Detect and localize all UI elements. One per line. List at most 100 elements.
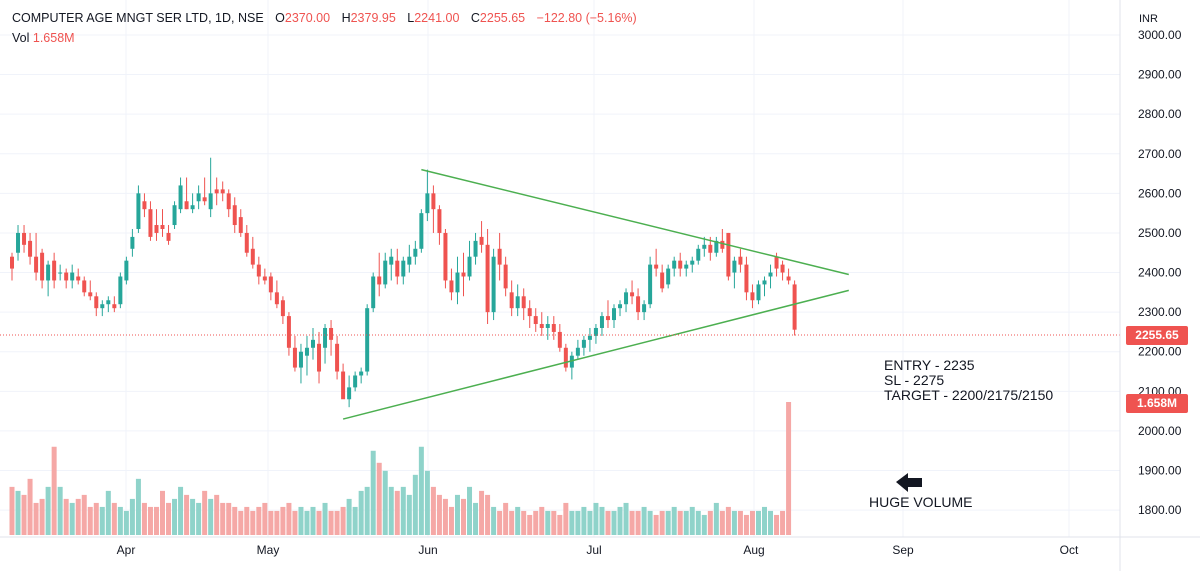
- candle-body: [112, 304, 117, 309]
- trendline[interactable]: [342, 289, 849, 420]
- volume-bar: [695, 510, 701, 535]
- volume-bar: [123, 510, 129, 535]
- candle-body: [118, 276, 123, 305]
- volume-bar: [75, 498, 81, 535]
- open-label: O: [275, 11, 285, 25]
- candle-body: [383, 260, 388, 285]
- volume-bar: [316, 510, 322, 535]
- volume-bar: [220, 502, 226, 535]
- volume-bar: [581, 506, 587, 535]
- candle-body: [323, 327, 328, 348]
- volume-bar: [105, 490, 111, 535]
- vol-label: Vol: [12, 31, 30, 45]
- candle-body: [648, 264, 653, 305]
- candle-body: [142, 201, 147, 210]
- volume-bar: [328, 510, 334, 535]
- open-value: 2370.00: [284, 11, 331, 25]
- candle-body: [268, 276, 273, 293]
- volume-bar: [153, 506, 159, 535]
- trendline[interactable]: [421, 168, 849, 276]
- candle-body: [208, 193, 213, 210]
- candle-body: [178, 185, 183, 210]
- volume-bar: [334, 510, 340, 535]
- candle-body: [539, 324, 544, 328]
- candle-body: [401, 260, 406, 277]
- volume-bar: [93, 502, 99, 535]
- volume-bar: [280, 506, 286, 535]
- candle-body: [359, 371, 364, 376]
- volume-bar: [208, 498, 214, 535]
- candle-body: [491, 256, 496, 313]
- volume-bar: [677, 510, 683, 535]
- candle-body: [46, 264, 51, 281]
- volume-bar: [563, 502, 569, 535]
- candle-body: [497, 248, 502, 265]
- volume-bar: [81, 494, 87, 535]
- volume-bar: [737, 510, 743, 535]
- volume-bar: [196, 502, 202, 535]
- candle-body: [678, 260, 683, 269]
- volume-bar: [461, 498, 466, 535]
- volume-bar: [33, 502, 39, 535]
- candle-body: [437, 209, 442, 233]
- volume-bar: [515, 506, 521, 535]
- volume-bar: [774, 514, 780, 535]
- candle-body: [106, 300, 111, 305]
- candle-body: [479, 236, 484, 245]
- volume-bar: [364, 486, 370, 535]
- candle-body: [455, 272, 460, 293]
- volume-bar: [454, 494, 460, 535]
- candle-body: [521, 296, 526, 309]
- price-tick-label: 2400.00: [1138, 266, 1182, 280]
- candle-body: [413, 248, 418, 257]
- volume-bar: [442, 498, 448, 535]
- candle-body: [16, 232, 21, 253]
- volume-bar: [99, 506, 105, 535]
- candle-body: [587, 335, 592, 340]
- volume-bar: [521, 510, 527, 535]
- candle-body: [371, 276, 376, 309]
- candle-body: [515, 296, 520, 309]
- candle-body: [449, 280, 454, 293]
- volume-bar: [117, 506, 123, 535]
- volume-bar: [21, 494, 27, 535]
- volume-bar: [731, 510, 737, 535]
- volume-bar: [611, 510, 617, 535]
- volume-bar: [743, 514, 749, 535]
- arrow-left-icon: [896, 473, 922, 492]
- high-value: 2379.95: [350, 11, 396, 25]
- candle-body: [762, 280, 767, 285]
- price-tick-label: 2700.00: [1138, 147, 1182, 161]
- time-tick-label: Sep: [892, 543, 914, 557]
- volume-bar: [749, 510, 755, 535]
- candle-body: [214, 189, 219, 194]
- candle-body: [311, 339, 315, 348]
- last-price-tag: 2255.65: [1126, 326, 1188, 345]
- candle-body: [100, 304, 105, 309]
- volume-bar: [166, 502, 172, 535]
- chart-grid: [0, 0, 1120, 537]
- candle-body: [70, 272, 75, 281]
- candle-body: [732, 260, 737, 273]
- volume-bar: [346, 498, 352, 535]
- candle-body: [642, 304, 647, 313]
- volume-bar: [214, 494, 220, 535]
- volume-bar: [244, 506, 250, 535]
- volume-bar: [202, 490, 208, 535]
- candle-body: [419, 213, 424, 249]
- volume-bar: [569, 510, 575, 535]
- candle-body: [575, 347, 580, 356]
- volume-bar: [394, 490, 400, 535]
- volume-bar: [617, 506, 623, 535]
- candle-body: [40, 252, 45, 281]
- candle-body: [672, 260, 677, 269]
- candle-body: [292, 347, 297, 368]
- price-tick-label: 2200.00: [1138, 345, 1182, 359]
- volume-bar: [467, 486, 473, 535]
- volume-bar: [430, 486, 436, 535]
- volume-legend: Vol 1.658M: [12, 31, 75, 45]
- volume-bar: [298, 506, 304, 535]
- volume-bar: [45, 486, 51, 535]
- volume-bar: [719, 510, 725, 535]
